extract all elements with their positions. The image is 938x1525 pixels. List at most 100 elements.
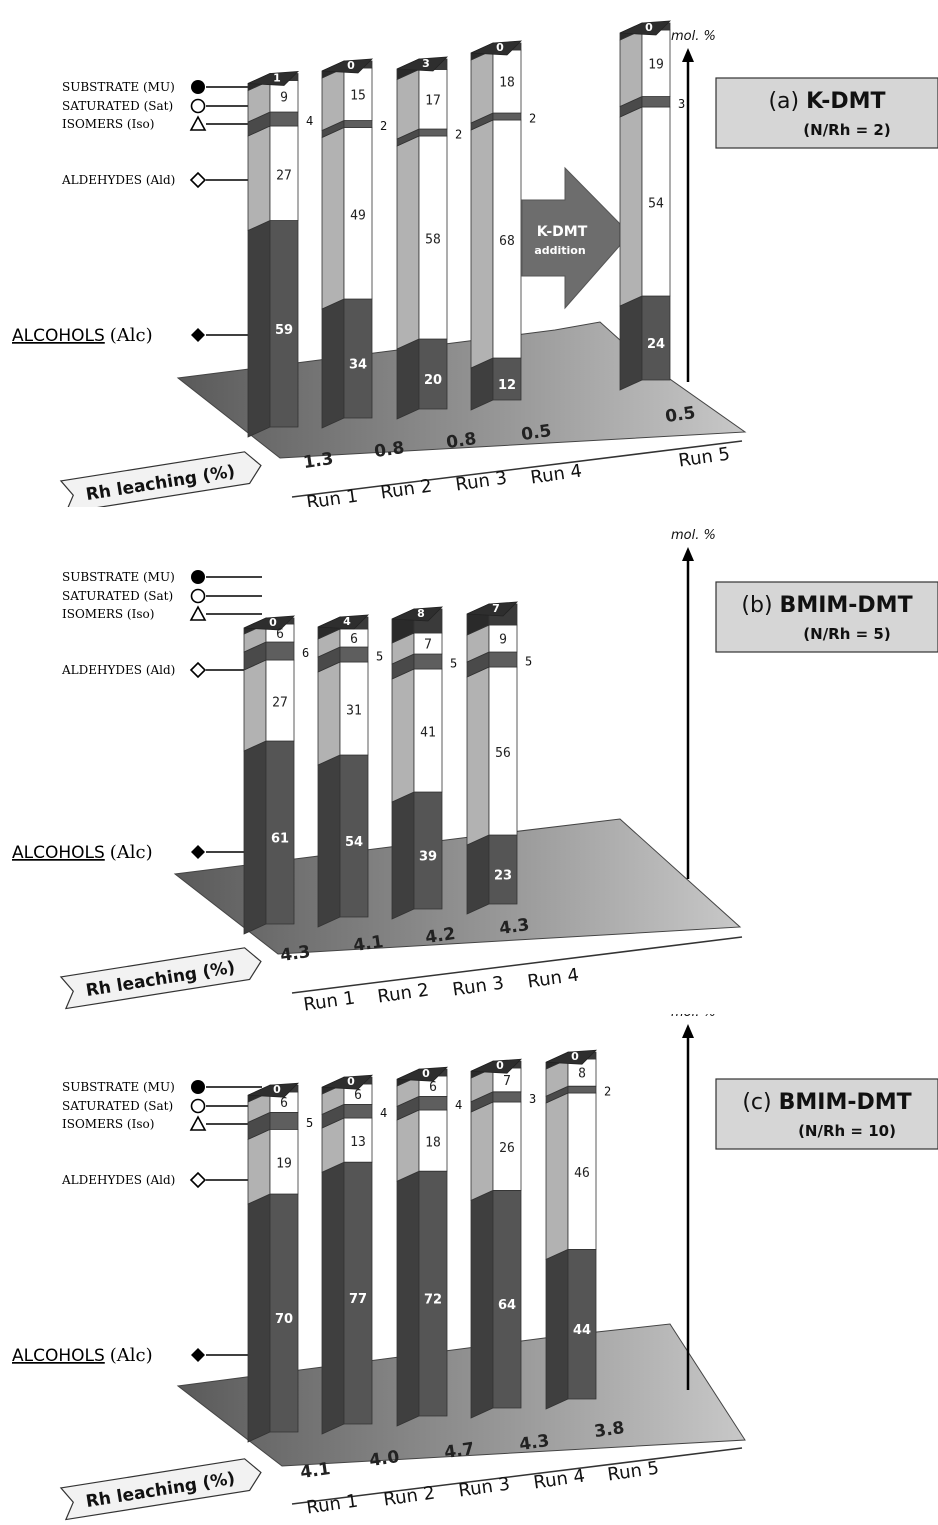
value-label-alcohols: 34 <box>349 358 367 373</box>
legend-isomers: ISOMERS (Iso) <box>62 607 154 621</box>
bar-run-4: 12 68 2 18 0 <box>470 40 536 411</box>
legend-saturated: SATURATED (Sat) <box>62 99 173 113</box>
rh-leaching-value-run-1: 4.3 <box>279 942 312 966</box>
value-label-aldehydes: 26 <box>499 1141 515 1156</box>
value-label-alcohols: 70 <box>275 1312 293 1327</box>
value-label-aldehydes: 58 <box>425 233 441 248</box>
x-axis-line <box>291 936 743 994</box>
open-circle-icon <box>190 1098 206 1114</box>
catalyst-name: K-DMT <box>806 89 885 114</box>
rh-leaching-value-run-2: 4.1 <box>352 932 385 956</box>
catalyst-ratio: (N/Rh = 5) <box>803 625 890 643</box>
bar-segment-saturated-side <box>619 29 643 108</box>
legend-aldehydes: ALDEHYDES (Ald) <box>61 1173 175 1187</box>
bar-segment-aldehydes-side <box>247 1128 271 1205</box>
panel-title: (a) K-DMT <box>768 89 885 114</box>
open-triangle-icon <box>189 1115 207 1131</box>
bar-segment-alcohols-side <box>321 1161 345 1435</box>
value-label-isomers: 2 <box>455 128 462 142</box>
chart-panel-a: mol. % (a) K-DMT (N/Rh = 2) SUBSTRATE (MU) S… <box>12 20 938 514</box>
value-label-substrate: 0 <box>347 59 355 72</box>
bar-top-face <box>243 615 296 631</box>
bar-run-1: 59 27 4 9 1 <box>247 71 313 438</box>
bar-top-face <box>247 71 300 86</box>
y-axis-arrowhead <box>682 48 694 62</box>
bar-segment-alcohols-side <box>619 295 643 391</box>
bar-segment-aldehydes-side <box>317 661 341 766</box>
y-axis-arrowhead <box>682 1024 694 1038</box>
bar-segment-aldehydes-side <box>396 135 420 350</box>
value-label-substrate: 0 <box>347 1075 355 1088</box>
bar-segment-aldehydes-side <box>619 106 643 307</box>
value-label-saturated: 19 <box>648 57 664 72</box>
value-label-aldehydes: 19 <box>276 1157 292 1172</box>
bar-top-face <box>317 614 370 630</box>
bar-segment-alcohols-side <box>470 1189 494 1419</box>
legend-substrate: SUBSTRATE (MU) <box>62 1080 175 1094</box>
bar-segment-alcohols-side <box>317 754 341 928</box>
category-label-run-3: Run 3 <box>454 468 508 496</box>
panel-a: mol. % (a) K-DMT (N/Rh = 2) SUBSTRATE (MU) S… <box>0 0 938 514</box>
chart-panel-c: mol. % (c) BMIM-DMT (N/Rh = 10) SUBSTRATE (… <box>12 1005 938 1521</box>
value-label-saturated: 8 <box>578 1067 586 1082</box>
title-box <box>715 77 938 149</box>
bar-segment-aldehydes-side <box>466 666 490 846</box>
bar-top-face <box>396 56 449 72</box>
rh-leaching-value-run-4: 4.3 <box>518 1431 551 1455</box>
bar-top-face <box>247 1082 300 1098</box>
rh-leaching-value-run-1: 4.1 <box>299 1459 332 1483</box>
legend-alcohols: ALCOHOLS (Alc) <box>12 842 153 863</box>
bar-top-face <box>396 1066 449 1082</box>
value-label-substrate: 0 <box>645 21 653 34</box>
bar-segment-isomers <box>339 646 369 663</box>
rh-leaching-tag: Rh leaching (%) <box>59 947 262 1010</box>
legend-saturated: SATURATED (Sat) <box>62 1099 173 1113</box>
open-circle-icon <box>190 98 206 114</box>
value-label-substrate: 1 <box>273 72 281 85</box>
bar-segment-isomers <box>488 651 518 668</box>
bar-segment-alcohols-side <box>247 219 271 438</box>
legend-alcohols: ALCOHOLS (Alc) <box>12 325 153 346</box>
rh-leaching-value-run-1: 1.3 <box>302 449 335 473</box>
bar-segment-alcohols-side <box>396 1170 420 1427</box>
bar-segment-saturated-side <box>321 67 345 132</box>
bar-segment-aldehydes-side <box>243 659 267 752</box>
rh-leaching-value-run-4: 4.3 <box>498 915 531 939</box>
value-label-isomers: 5 <box>450 657 457 671</box>
value-label-alcohols: 23 <box>494 869 512 884</box>
arrow-label-line2: addition <box>534 244 585 257</box>
category-label-run-3: Run 3 <box>457 1474 511 1502</box>
y-axis-arrowhead <box>682 547 694 561</box>
bar-run-2: 54 31 5 6 4 <box>317 614 383 928</box>
y-axis-unit-label: mol. % <box>671 528 716 543</box>
value-label-alcohols: 59 <box>275 323 293 338</box>
bar-segment-alcohols-side <box>466 834 490 915</box>
legend-aldehydes: ALDEHYDES (Ald) <box>61 663 175 677</box>
open-diamond-icon <box>189 661 207 679</box>
open-circle-icon <box>190 588 206 604</box>
filled-circle-icon <box>191 1080 205 1094</box>
bar-segment-isomers <box>269 111 299 127</box>
bar-segment-isomers <box>413 653 443 670</box>
bar-top-face <box>470 1058 523 1074</box>
bar-top-face <box>545 1049 598 1065</box>
bar-segment-alcohols-side <box>391 791 415 920</box>
value-label-alcohols: 39 <box>419 850 437 865</box>
bar-run-5: 24 54 3 19 0 <box>619 20 685 391</box>
bar-top-face <box>619 20 672 36</box>
value-label-isomers: 2 <box>604 1085 611 1099</box>
open-triangle-icon <box>189 605 207 621</box>
y-axis-unit-label: mol. % <box>671 1014 716 1020</box>
open-diamond-icon <box>189 1171 207 1189</box>
rh-leaching-value-run-5: 0.5 <box>664 403 697 427</box>
title-box <box>715 581 938 653</box>
value-label-aldehydes: 54 <box>648 197 664 212</box>
value-label-saturated: 6 <box>350 632 358 647</box>
value-label-substrate: 3 <box>422 57 430 70</box>
chart-panel-b: mol. % (b) BMIM-DMT (N/Rh = 5) SUBSTRATE (M… <box>12 528 938 1016</box>
value-label-substrate: 0 <box>269 616 277 629</box>
filled-diamond-icon <box>191 328 205 342</box>
category-label-run-4: Run 4 <box>529 461 583 489</box>
category-label-run-1: Run 1 <box>305 1491 359 1519</box>
